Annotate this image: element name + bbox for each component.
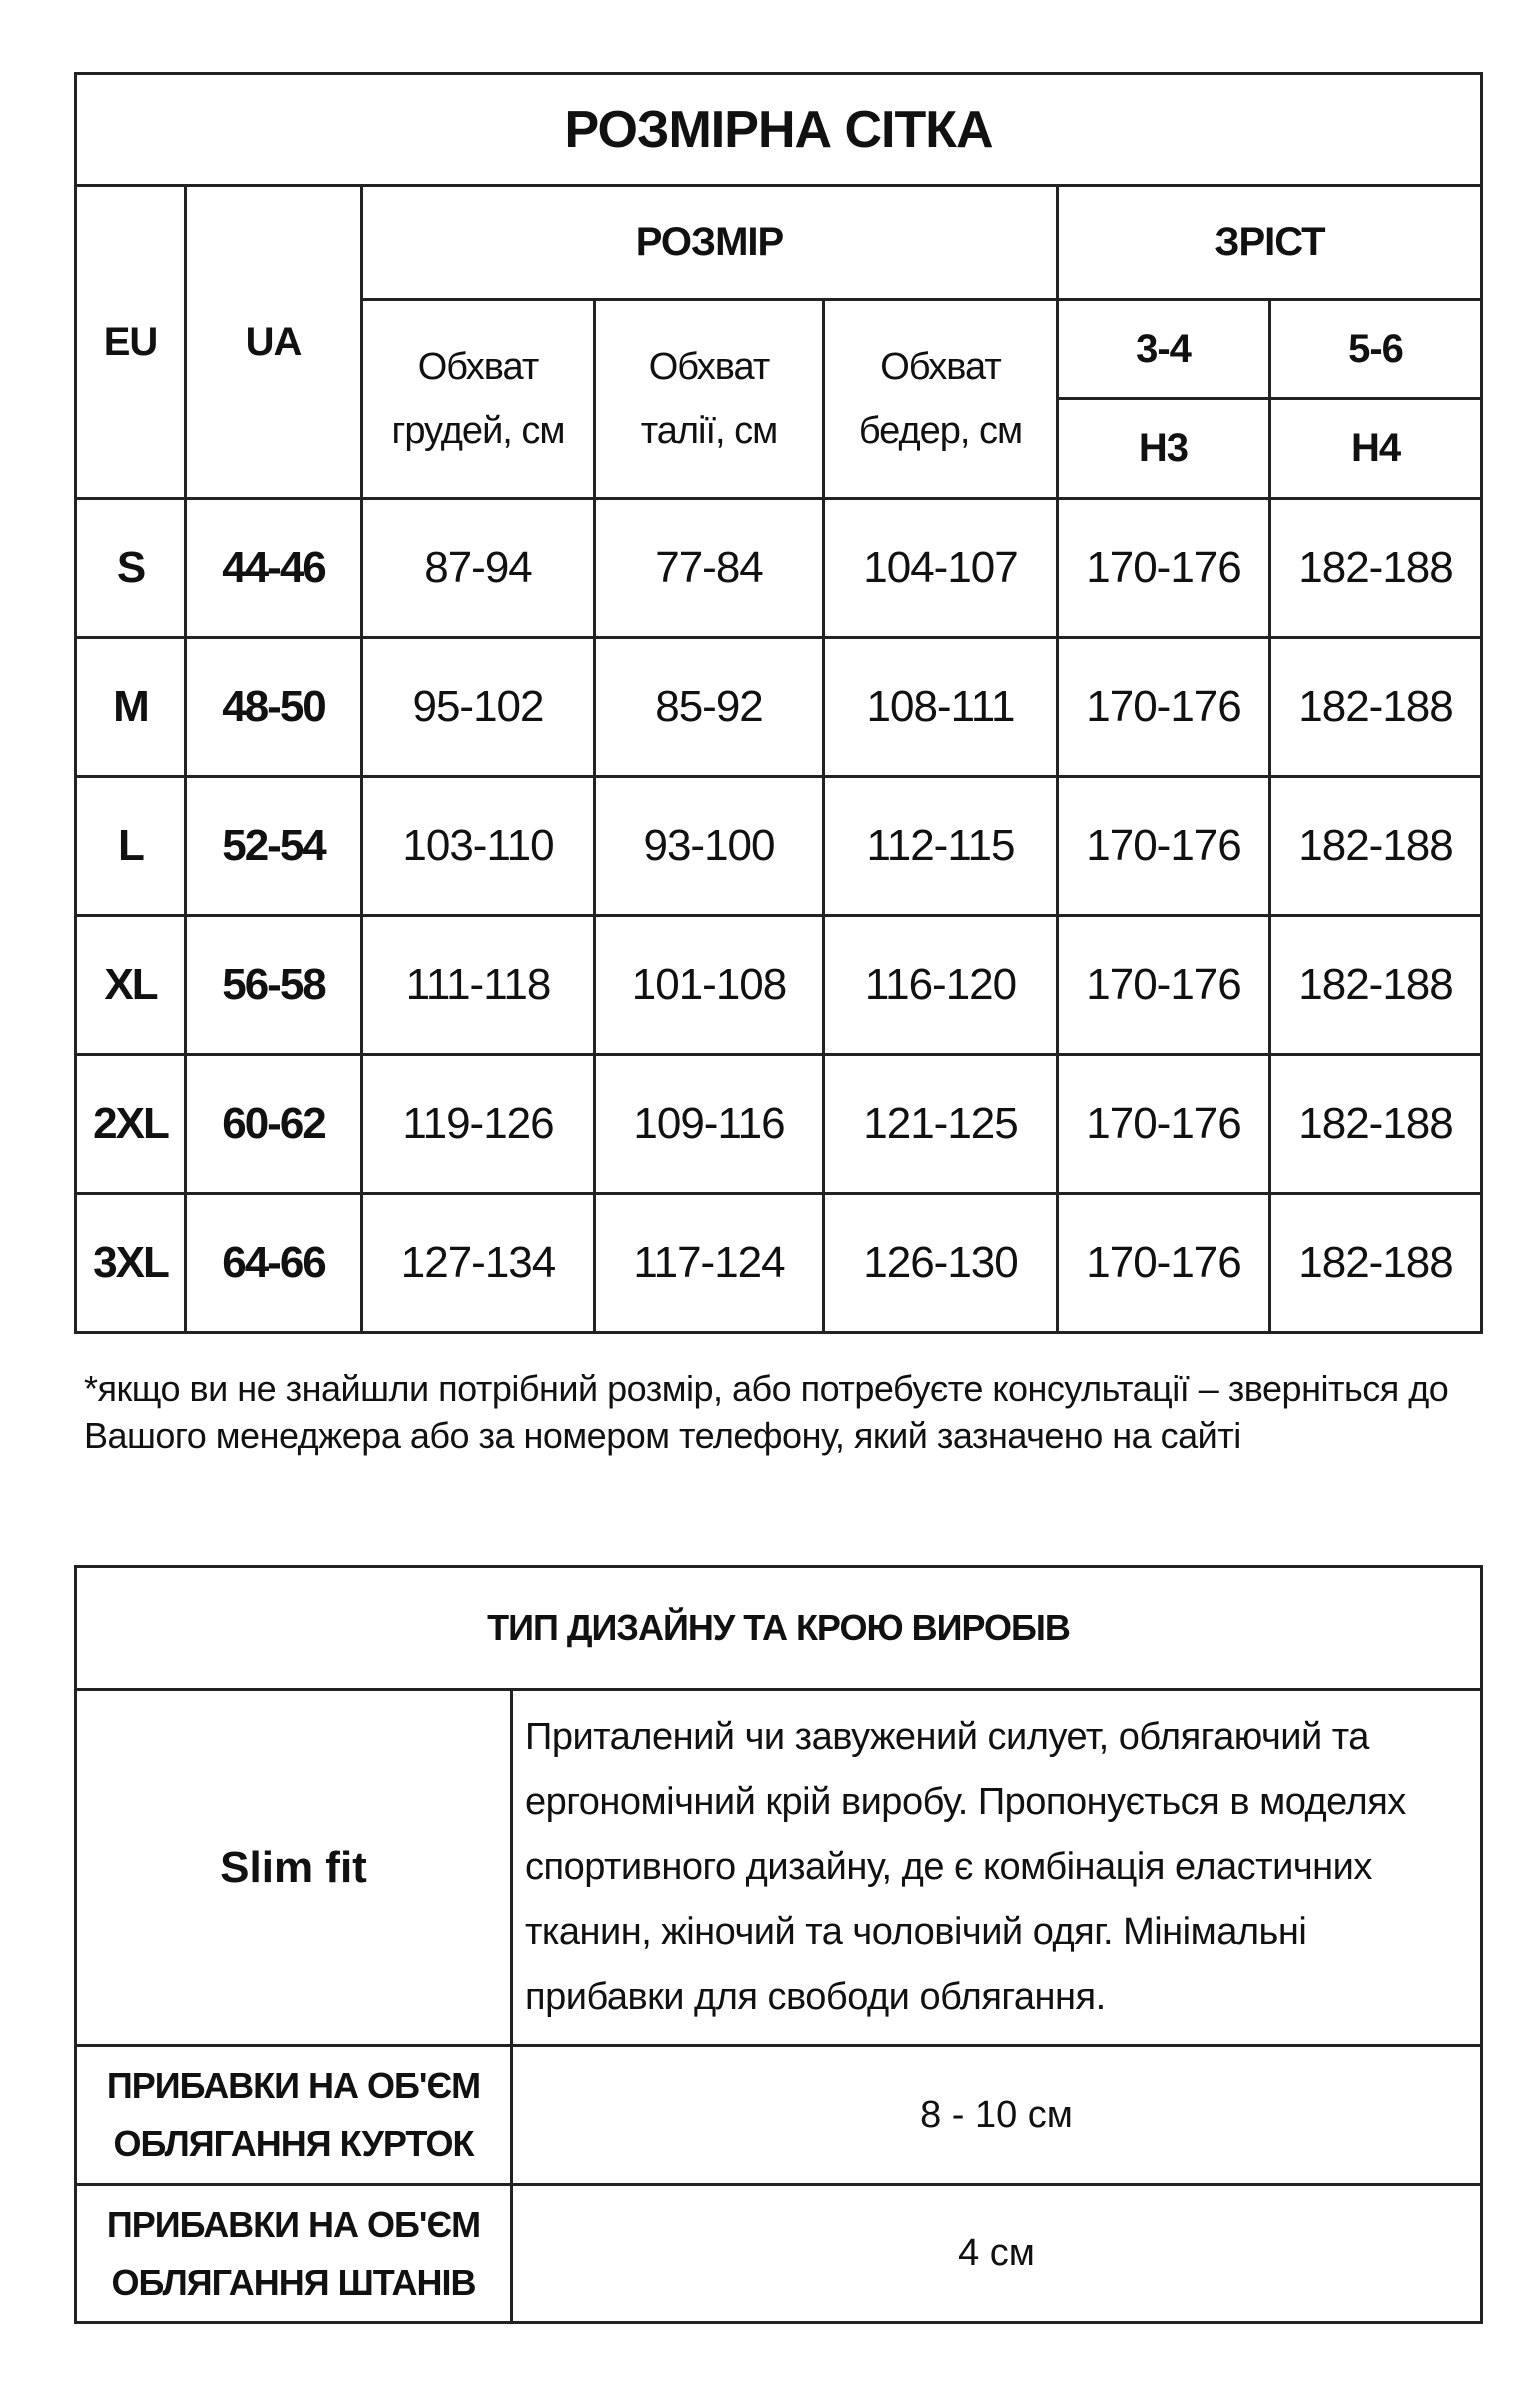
size-note: *якщо ви не знайшли потрібний розмір, аб… <box>84 1368 1449 1456</box>
jacket-allowance-label-line2: ОБЛЯГАННЯ КУРТОК <box>113 2123 475 2164</box>
cell-h4: 182-188 <box>1267 1053 1484 1195</box>
cell-chest: 111-118 <box>360 914 596 1056</box>
cell-eu: L <box>74 775 187 917</box>
cell-waist: 101-108 <box>593 914 825 1056</box>
cell-h3: 170-176 <box>1056 1192 1271 1334</box>
header-chest: Обхват грудей, см <box>360 298 596 500</box>
cell-waist: 109-116 <box>593 1053 825 1195</box>
fit-name: Slim fit <box>74 1688 513 2047</box>
cell-chest: 127-134 <box>360 1192 596 1334</box>
cell-waist: 77-84 <box>593 497 825 639</box>
cell-eu: S <box>74 497 187 639</box>
fit-description: Приталений чи завужений силует, облягаюч… <box>509 1688 1484 2047</box>
cell-h4: 182-188 <box>1267 1192 1484 1334</box>
pants-allowance-value: 4 см <box>509 2183 1484 2324</box>
jacket-allowance-label: ПРИБАВКИ НА ОБ'ЄМ ОБЛЯГАННЯ КУРТОК <box>74 2044 513 2186</box>
cell-eu: M <box>74 636 187 778</box>
size-row: 3XL 64-66 127-134 117-124 126-130 170-176 182-… <box>74 1192 1484 1334</box>
size-chart-title: РОЗМІРНА СІТКА <box>73 72 1484 187</box>
size-row: XL 56-58 111-118 101-108 116-120 170-176 182-1… <box>74 914 1484 1056</box>
cell-waist: 85-92 <box>593 636 825 778</box>
cell-eu: 3XL <box>74 1192 187 1334</box>
cell-h4: 182-188 <box>1267 914 1484 1056</box>
header-ua: UA <box>184 184 363 500</box>
pants-allowance-label: ПРИБАВКИ НА ОБ'ЄМ ОБЛЯГАННЯ ШТАНІВ <box>74 2183 513 2324</box>
cell-hips: 104-107 <box>822 497 1059 639</box>
header-height-code-2: Н4 <box>1267 397 1484 500</box>
cell-chest: 103-110 <box>360 775 596 917</box>
header-chest-line2: грудей, см <box>391 410 565 452</box>
header-chest-line1: Обхват <box>417 346 540 388</box>
header-waist-line1: Обхват <box>648 346 771 388</box>
size-row: 2XL 60-62 119-126 109-116 121-125 170-176 182-… <box>74 1053 1484 1195</box>
cell-eu: XL <box>74 914 187 1056</box>
cell-waist: 93-100 <box>593 775 825 917</box>
header-hips-line1: Обхват <box>880 346 1002 388</box>
cell-ua: 44-46 <box>184 497 363 639</box>
cell-h3: 170-176 <box>1056 914 1271 1056</box>
pants-allowance-label-line2: ОБЛЯГАННЯ ШТАНІВ <box>111 2261 476 2303</box>
pants-allowance-label-line1: ПРИБАВКИ НА ОБ'ЄМ <box>106 2203 481 2245</box>
cell-eu: 2XL <box>74 1053 187 1195</box>
header-height-range-2: 5-6 <box>1267 298 1484 400</box>
size-row: M 48-50 95-102 85-92 108-111 170-176 182-188 <box>74 636 1484 778</box>
cell-h3: 170-176 <box>1056 636 1271 778</box>
header-waist-line2: талії, см <box>640 410 779 452</box>
fit-type-table: ТИП ДИЗАЙНУ ТА КРОЮ ВИРОБІВ Slim fit При… <box>73 1565 1484 2324</box>
cell-h3: 170-176 <box>1056 1053 1271 1195</box>
cell-ua: 64-66 <box>184 1192 363 1334</box>
header-eu: EU <box>74 184 187 500</box>
header-hips-line2: бедер, см <box>858 410 1023 452</box>
cell-hips: 108-111 <box>822 636 1059 778</box>
cell-waist: 117-124 <box>593 1192 825 1334</box>
cell-ua: 56-58 <box>184 914 363 1056</box>
header-height-range-1: 3-4 <box>1056 298 1271 400</box>
cell-chest: 119-126 <box>360 1053 596 1195</box>
cell-ua: 60-62 <box>184 1053 363 1195</box>
cell-hips: 121-125 <box>822 1053 1059 1195</box>
header-height-code-1: Н3 <box>1056 397 1271 500</box>
cell-h4: 182-188 <box>1267 636 1484 778</box>
cell-ua: 52-54 <box>184 775 363 917</box>
header-hips: Обхват бедер, см <box>822 298 1059 500</box>
size-row: S 44-46 87-94 77-84 104-107 170-176 182-188 <box>74 497 1484 639</box>
cell-h4: 182-188 <box>1267 497 1484 639</box>
cell-hips: 116-120 <box>822 914 1059 1056</box>
cell-ua: 48-50 <box>184 636 363 778</box>
size-chart-table: РОЗМІРНА СІТКА EU UA РОЗМІР ЗРІСТ Обхват… <box>73 72 1484 1334</box>
cell-h3: 170-176 <box>1056 497 1271 639</box>
header-height-group: ЗРІСТ <box>1055 184 1484 301</box>
cell-hips: 112-115 <box>822 775 1059 917</box>
header-size-group: РОЗМІР <box>360 184 1059 301</box>
jacket-allowance-label-line1: ПРИБАВКИ НА ОБ'ЄМ <box>106 2065 481 2106</box>
cell-h3: 170-176 <box>1056 775 1271 917</box>
jacket-allowance-value: 8 - 10 см <box>509 2044 1484 2186</box>
header-waist: Обхват талії, см <box>593 298 825 500</box>
cell-hips: 126-130 <box>822 1192 1059 1334</box>
fit-table-title: ТИП ДИЗАЙНУ ТА КРОЮ ВИРОБІВ <box>73 1565 1484 1691</box>
cell-chest: 95-102 <box>360 636 596 778</box>
cell-chest: 87-94 <box>360 497 596 639</box>
size-row: L 52-54 103-110 93-100 112-115 170-176 182-188 <box>74 775 1484 917</box>
cell-h4: 182-188 <box>1267 775 1484 917</box>
